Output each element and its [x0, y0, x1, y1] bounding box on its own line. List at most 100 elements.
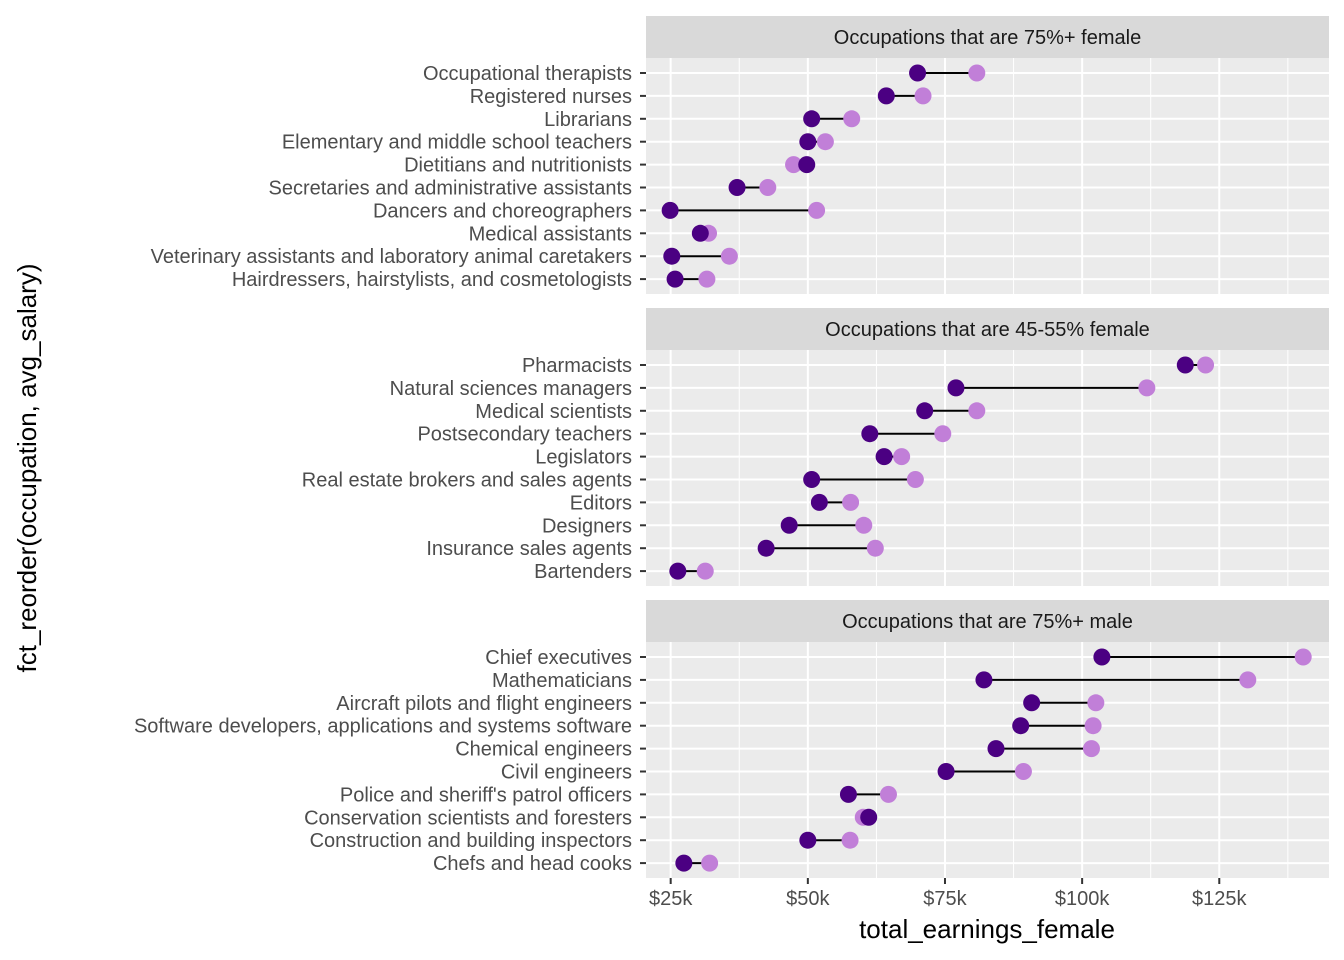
y-tick-label: Medical scientists [475, 401, 632, 423]
female-earnings-point [1093, 648, 1111, 666]
male-earnings-point [1082, 740, 1100, 758]
y-tick-label: Dancers and choreographers [373, 200, 632, 222]
male-earnings-point [866, 539, 884, 557]
male-earnings-point [759, 179, 777, 196]
x-axis: $25k $50k $75k $100k $125k [649, 878, 1248, 910]
male-earnings-point [841, 831, 859, 849]
male-earnings-point [1294, 648, 1312, 666]
female-earnings-point [916, 402, 934, 420]
female-earnings-point [799, 831, 817, 849]
x-tick-label: $100k [1055, 888, 1110, 910]
panel-background [646, 350, 1329, 586]
y-tick-label: Hairdressers, hairstylists, and cosmetol… [232, 269, 632, 291]
male-earnings-point [1084, 717, 1102, 735]
y-tick-label: Designers [542, 515, 632, 537]
y-tick-label: Construction and building inspectors [310, 830, 632, 852]
y-tick-label: Registered nurses [470, 86, 632, 108]
facet-strip-label: Occupations that are 75%+ female [834, 27, 1141, 49]
y-tick-label: Legislators [535, 447, 632, 469]
female-earnings-point [663, 247, 681, 265]
male-earnings-point [701, 854, 719, 872]
female-earnings-point [861, 425, 879, 443]
y-tick-label: Conservation scientists and foresters [304, 807, 632, 829]
female-earnings-point [728, 179, 746, 196]
y-tick-label: Mathematicians [492, 670, 632, 692]
male-earnings-point [698, 270, 716, 288]
female-earnings-point [987, 740, 1005, 758]
female-earnings-point [1176, 356, 1194, 374]
male-earnings-point [879, 785, 897, 803]
male-earnings-point [855, 516, 873, 534]
male-earnings-point [720, 247, 738, 265]
y-tick-label: Veterinary assistants and laboratory ani… [151, 246, 632, 268]
facet-strip [646, 16, 1329, 58]
y-tick-label: Bartenders [534, 561, 632, 583]
x-tick-label: $125k [1192, 888, 1247, 910]
y-tick-label: Secretaries and administrative assistant… [269, 178, 633, 200]
y-tick-label: Aircraft pilots and flight engineers [336, 693, 632, 715]
y-tick-label: Civil engineers [501, 762, 632, 784]
x-axis-title: total_earnings_female [859, 914, 1115, 944]
female-earnings-point [1023, 694, 1041, 712]
male-earnings-point [785, 156, 803, 174]
facet-panel-2: Occupations that are 45-55% female Pharma… [302, 308, 1329, 586]
y-tick-label: Chefs and head cooks [433, 853, 632, 875]
female-earnings-point [675, 854, 693, 872]
female-earnings-point [803, 471, 821, 488]
male-earnings-point [816, 133, 834, 151]
female-earnings-point [975, 671, 993, 689]
facet-strip-label: Occupations that are 45-55% female [825, 319, 1150, 341]
y-tick-label: Chief executives [485, 647, 632, 669]
female-earnings-point [909, 64, 927, 82]
facet-panel-1: Occupations that are 75%+ female Occupati… [151, 16, 1329, 294]
female-earnings-point [780, 516, 798, 534]
panel-background [646, 58, 1329, 294]
y-tick-label: Postsecondary teachers [417, 424, 632, 446]
male-earnings-point [968, 402, 986, 420]
female-earnings-point [839, 785, 857, 803]
y-tick-label: Elementary and middle school teachers [282, 132, 632, 154]
male-earnings-point [893, 448, 911, 466]
male-earnings-point [906, 471, 924, 488]
male-earnings-point [842, 493, 860, 511]
facet-panel-3: Occupations that are 75%+ male Chief exec… [134, 600, 1329, 878]
female-earnings-point [798, 156, 816, 174]
female-earnings-point [877, 87, 895, 105]
female-earnings-point [860, 808, 878, 826]
male-earnings-point [968, 64, 986, 82]
female-earnings-point [669, 562, 687, 580]
female-earnings-point [803, 110, 821, 128]
female-earnings-point [757, 539, 775, 557]
y-tick-label: Editors [570, 492, 632, 514]
y-axis-title: fct_reorder(occupation, avg_salary) [12, 264, 42, 673]
y-tick-label: Pharmacists [522, 355, 632, 377]
female-earnings-point [799, 133, 817, 151]
y-tick-label: Real estate brokers and sales agents [302, 470, 632, 492]
male-earnings-point [1087, 694, 1105, 712]
male-earnings-point [1239, 671, 1257, 689]
x-tick-label: $50k [786, 888, 830, 910]
male-earnings-point [914, 87, 932, 105]
female-earnings-point [691, 224, 709, 242]
y-tick-label: Software developers, applications and sy… [134, 716, 632, 738]
female-earnings-point [810, 493, 828, 511]
x-tick-label: $75k [923, 888, 967, 910]
facet-panels: Occupations that are 75%+ female Occupati… [134, 16, 1329, 878]
female-earnings-point [937, 763, 955, 780]
male-earnings-point [1014, 763, 1032, 780]
facet-strip [646, 600, 1329, 642]
facet-strip [646, 308, 1329, 350]
female-earnings-point [875, 448, 893, 466]
y-tick-label: Medical assistants [469, 223, 632, 245]
y-tick-label: Librarians [544, 109, 632, 131]
female-earnings-point [661, 201, 679, 219]
y-tick-label: Occupational therapists [423, 63, 632, 85]
y-tick-label: Chemical engineers [455, 739, 632, 761]
y-tick-label: Dietitians and nutritionists [404, 155, 632, 177]
male-earnings-point [696, 562, 714, 580]
female-earnings-point [1012, 717, 1030, 735]
y-tick-label: Police and sheriff's patrol officers [340, 784, 632, 806]
female-earnings-point [947, 379, 965, 397]
male-earnings-point [808, 201, 826, 219]
